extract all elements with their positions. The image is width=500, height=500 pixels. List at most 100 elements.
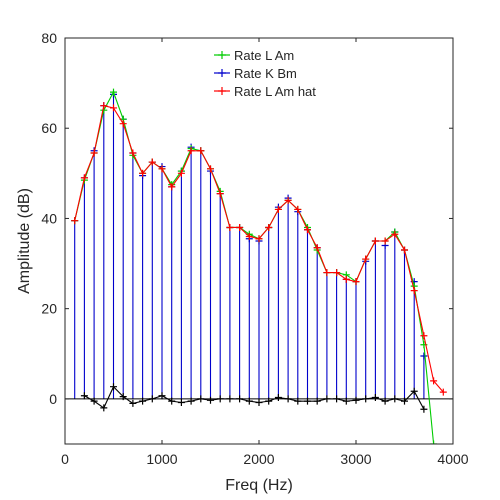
series-point (187, 397, 195, 405)
series-point (294, 397, 302, 405)
series-point (265, 397, 273, 405)
series-point (313, 244, 321, 252)
series-point (245, 397, 253, 405)
series-point (129, 149, 137, 157)
series-point (110, 383, 117, 391)
series-point (207, 165, 214, 173)
y-tick-label: 20 (41, 301, 57, 317)
x-tick-label: 3000 (340, 451, 371, 467)
series-point (381, 237, 389, 245)
series-point (274, 205, 282, 213)
series-point (420, 405, 428, 413)
series-point (139, 169, 147, 177)
series-point (71, 217, 79, 225)
series-point (168, 183, 176, 191)
x-tick-label: 4000 (437, 451, 468, 467)
series-point (148, 395, 156, 403)
series-point (430, 377, 438, 385)
series-point (187, 147, 195, 155)
series-point (129, 399, 137, 407)
series-point (352, 278, 360, 286)
legend: Rate L Am Rate K Bm Rate L Am hat (214, 48, 316, 99)
series-point (410, 287, 418, 295)
y-tick-label: 80 (41, 30, 57, 46)
series-point (401, 246, 408, 254)
series-point (207, 396, 214, 404)
series-point (148, 158, 156, 166)
legend-label: Rate L Am hat (234, 84, 316, 99)
series-point (90, 397, 98, 405)
series-point (158, 165, 166, 173)
series-point (284, 196, 292, 204)
series-point (304, 226, 311, 234)
series-point (333, 395, 341, 403)
series-point (80, 392, 88, 400)
axis-ticks (64, 37, 454, 444)
series-point (100, 404, 108, 412)
series-point (284, 395, 292, 403)
series-point (323, 395, 331, 403)
series-point (197, 395, 205, 403)
x-tick-labels: 0 1000 2000 3000 4000 (61, 451, 469, 467)
series-point (119, 120, 127, 128)
series-point (304, 397, 311, 405)
series-point (197, 147, 205, 155)
series-point (430, 440, 438, 444)
series-point (391, 230, 399, 238)
series-point (80, 174, 88, 182)
series-point (401, 397, 408, 405)
y-tick-label: 0 (49, 391, 57, 407)
series-point (110, 104, 117, 112)
series-point (333, 269, 341, 277)
series-point (255, 235, 263, 243)
legend-marker (218, 87, 226, 95)
series-point (342, 275, 350, 283)
series-point (110, 88, 117, 96)
series-point (439, 388, 447, 396)
series-point (255, 398, 263, 406)
series-2 (71, 102, 447, 396)
series-point (90, 149, 98, 157)
series-point (100, 102, 108, 110)
series-point (265, 223, 273, 231)
series-point (323, 269, 331, 277)
series-point (410, 387, 418, 395)
series-point (119, 393, 127, 401)
series-point (274, 394, 282, 402)
series-point (177, 398, 185, 406)
x-tick-label: 0 (61, 451, 69, 467)
x-tick-label: 2000 (243, 451, 274, 467)
series-point (216, 395, 224, 403)
x-tick-label: 1000 (146, 451, 177, 467)
series-point (371, 237, 379, 245)
series-point (236, 395, 244, 403)
series-point (342, 397, 350, 405)
legend-marker (218, 69, 226, 77)
series-point (420, 332, 428, 340)
y-axis-label: Amplitude (dB) (16, 188, 33, 294)
series-point (158, 392, 166, 400)
legend-label: Rate L Am (234, 48, 294, 63)
series-point (245, 232, 253, 240)
series-point (294, 205, 302, 213)
y-tick-labels: 0 20 40 60 80 (41, 30, 57, 407)
series-point (139, 397, 147, 405)
series-point (313, 397, 321, 405)
series-point (362, 255, 370, 263)
x-axis-label: Freq (Hz) (225, 477, 293, 494)
y-tick-label: 60 (41, 120, 57, 136)
series-point (236, 223, 244, 231)
series-point (177, 169, 185, 177)
series-layer (71, 88, 447, 444)
y-tick-label: 40 (41, 210, 57, 226)
series-point (371, 394, 379, 402)
series-point (362, 395, 370, 403)
series-point (381, 397, 389, 405)
series-point (226, 223, 234, 231)
series-point (391, 395, 399, 403)
stem-marker (420, 352, 428, 360)
series-point (216, 190, 224, 198)
series-point (226, 395, 234, 403)
